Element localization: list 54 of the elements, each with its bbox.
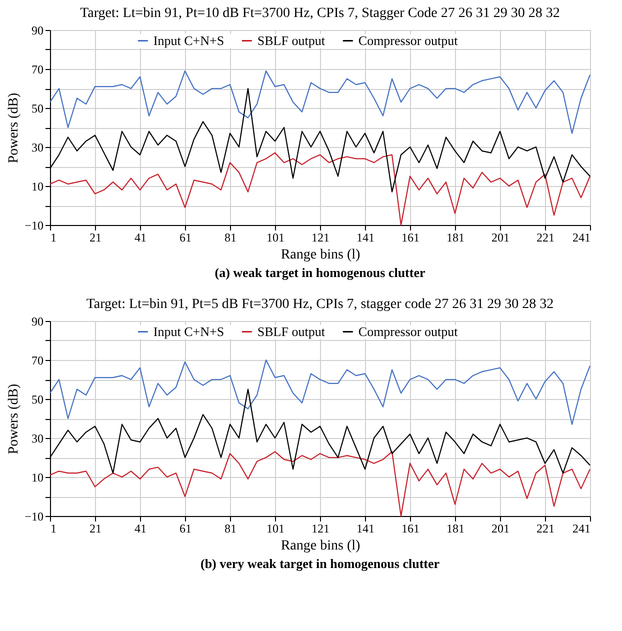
legend-label: Compressor output: [358, 32, 458, 48]
x-tick-label: 41: [134, 230, 146, 244]
y-tick-label: −10: [24, 510, 44, 524]
y-tick-label: 50: [32, 102, 44, 116]
y-tick-label: 10: [32, 470, 44, 484]
x-tick-label: 241: [572, 230, 590, 244]
x-tick-label: 181: [446, 522, 464, 536]
x-tick-label: 161: [402, 522, 420, 536]
y-tick-label: 50: [32, 392, 44, 406]
y-axis-title: Powers (dB): [6, 92, 22, 164]
x-axis-title: Range bins (l): [280, 538, 360, 554]
chart-title: Target: Lt=bin 91, Pt=5 dB Ft=3700 Hz, CPIs 7, stagger code 27 26 31 29 30 28 32: [86, 297, 554, 312]
x-tick-label: 201: [492, 522, 510, 536]
x-tick-label: 241: [572, 522, 590, 536]
y-tick-label: 90: [32, 314, 44, 328]
x-tick-label: 141: [356, 522, 374, 536]
text: (a) weak target in homogenous clutter: [214, 265, 426, 280]
x-tick-label: 1: [50, 230, 56, 244]
line-series: [49, 359, 591, 425]
x-axis-title: Range bins (l): [280, 248, 360, 262]
x-tick-label: 121: [312, 230, 330, 244]
text: (b) very weak target in homogenous clutter: [200, 556, 440, 571]
x-tick-label: 221: [536, 522, 554, 536]
legend-label: Input C+N+S: [153, 32, 224, 48]
x-tick-label: 181: [446, 230, 464, 244]
y-tick-label: 10: [32, 180, 44, 194]
y-tick-label: 70: [32, 62, 44, 76]
y-tick-label: 70: [32, 354, 44, 368]
legend-label: Input C+N+S: [153, 324, 224, 339]
x-tick-label: 21: [90, 522, 102, 536]
x-tick-label: 61: [180, 522, 192, 536]
legend-label: SBLF output: [257, 324, 326, 339]
y-tick-label: 30: [32, 432, 44, 446]
line-series: [49, 70, 591, 134]
x-tick-label: 141: [356, 230, 374, 244]
y-axis-title: Powers (dB): [6, 383, 22, 454]
y-tick-label: 30: [32, 140, 44, 154]
x-tick-label: 121: [312, 522, 330, 536]
legend-label: Compressor output: [358, 324, 458, 339]
y-tick-label: 90: [32, 24, 44, 38]
x-tick-label: 101: [266, 230, 284, 244]
x-tick-label: 41: [134, 522, 146, 536]
x-tick-label: 161: [402, 230, 420, 244]
x-tick-label: 81: [224, 230, 236, 244]
chart-title: Target: Lt=bin 91, Pt=10 dB Ft=3700 Hz, CPIs 7, Stagger Code 27 26 31 29 30 28 32: [80, 6, 560, 21]
x-tick-label: 21: [90, 230, 102, 244]
x-tick-label: 1: [50, 522, 56, 536]
y-tick-label: −10: [24, 218, 44, 232]
legend-label: SBLF output: [257, 32, 326, 48]
x-tick-label: 61: [180, 230, 192, 244]
x-tick-label: 201: [492, 230, 510, 244]
x-tick-label: 81: [224, 522, 236, 536]
x-tick-label: 221: [536, 230, 554, 244]
x-tick-label: 101: [266, 522, 284, 536]
